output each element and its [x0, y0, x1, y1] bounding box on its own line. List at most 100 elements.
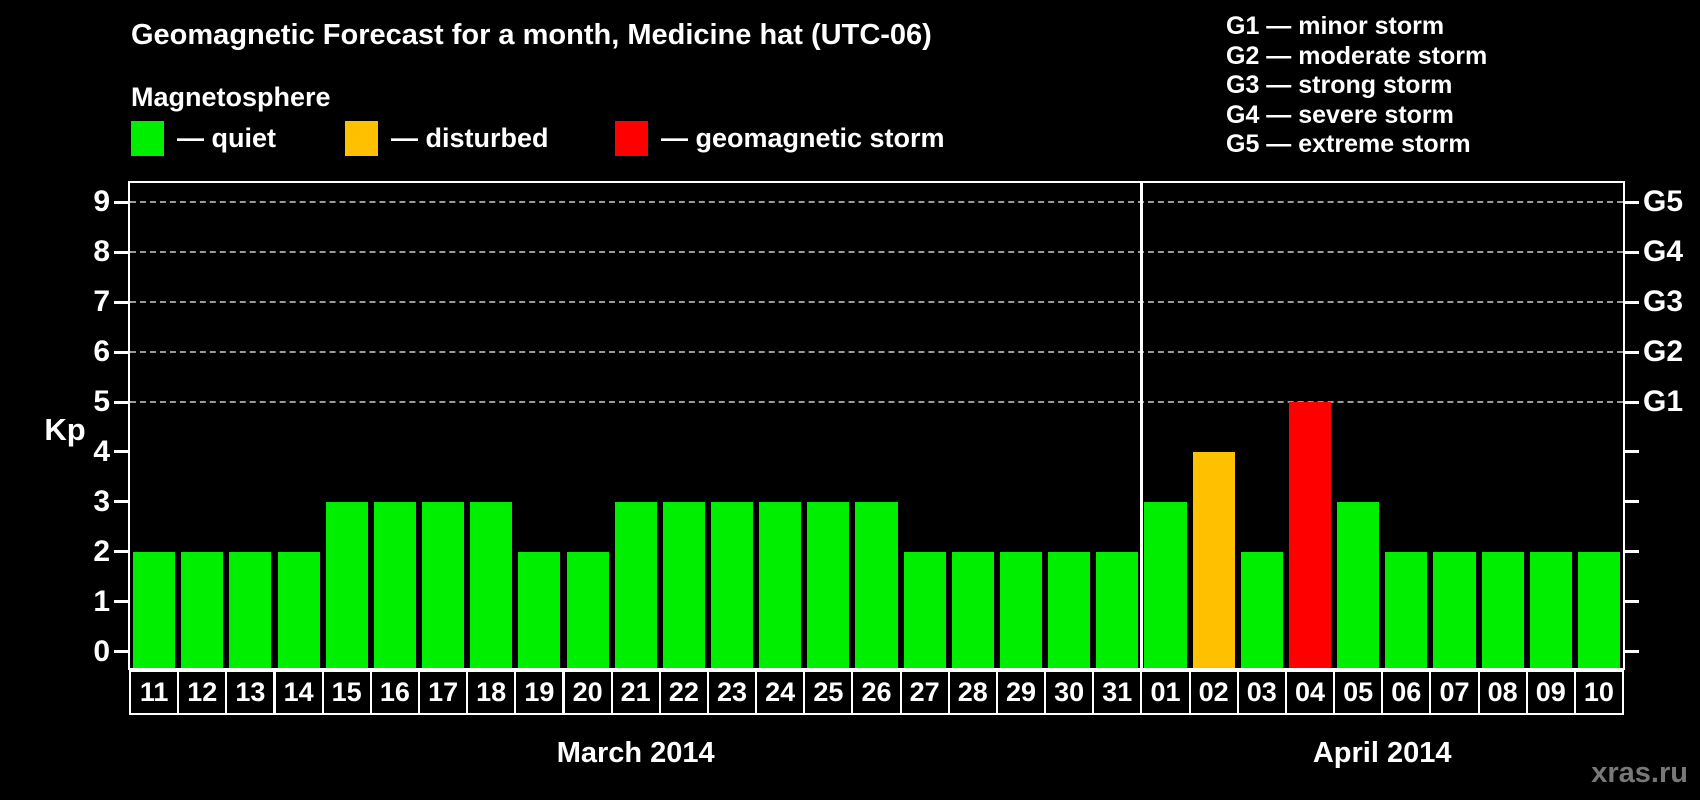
legend-label-quiet: — quiet [177, 122, 276, 153]
y-tick-label-6: 6 [93, 335, 110, 369]
kp-bar-day-29 [999, 551, 1043, 668]
day-label-21: 21 [610, 670, 661, 715]
day-label-29: 29 [995, 670, 1047, 715]
g-scale-label-G2: G2 [1643, 335, 1684, 369]
day-label-06: 06 [1381, 670, 1432, 715]
day-label-12: 12 [177, 670, 228, 715]
storm-scale-item-4: G4 — severe storm [1226, 100, 1454, 129]
storm-scale-item-2: G2 — moderate storm [1226, 41, 1488, 70]
plot-area [128, 181, 1625, 670]
legend-item-quiet: — quiet [131, 120, 276, 156]
month-label-0: March 2014 [556, 737, 715, 769]
grid-line-kp6 [130, 351, 1623, 354]
day-label-31: 31 [1092, 670, 1143, 715]
day-label-16: 16 [369, 670, 420, 715]
day-label-25: 25 [803, 670, 854, 715]
day-label-27: 27 [899, 670, 950, 715]
y-tick-label-8: 8 [93, 235, 110, 269]
day-label-26: 26 [851, 670, 902, 715]
day-label-19: 19 [514, 670, 565, 715]
kp-bar-day-09 [1529, 551, 1572, 668]
y-tick-right-2 [1625, 550, 1639, 554]
kp-bar-day-20 [566, 551, 609, 668]
y-tick-left-9 [114, 200, 128, 204]
legend-item-storm: — geomagnetic storm [615, 120, 945, 156]
magnetosphere-label: Magnetosphere [131, 82, 331, 112]
y-tick-right-6 [1625, 350, 1639, 354]
kp-bar-day-28 [951, 551, 994, 668]
kp-bar-day-31 [1096, 551, 1139, 668]
y-tick-left-4 [114, 450, 128, 454]
kp-bar-day-15 [325, 501, 368, 668]
day-label-22: 22 [658, 670, 709, 715]
day-label-03: 03 [1236, 670, 1287, 715]
y-tick-left-7 [114, 300, 128, 304]
day-label-10: 10 [1573, 670, 1624, 715]
kp-bar-day-01 [1144, 501, 1187, 668]
kp-bar-day-21 [614, 501, 657, 668]
day-label-11: 11 [129, 670, 180, 715]
y-tick-right-7 [1625, 300, 1639, 304]
y-tick-right-5 [1625, 400, 1639, 404]
day-label-23: 23 [706, 670, 758, 715]
watermark: xras.ru [1591, 757, 1688, 789]
day-label-15: 15 [321, 670, 372, 715]
day-label-01: 01 [1140, 670, 1191, 715]
g-scale-label-G3: G3 [1643, 285, 1684, 319]
day-label-08: 08 [1477, 670, 1528, 715]
y-tick-right-0 [1625, 650, 1639, 654]
y-tick-right-3 [1625, 500, 1639, 504]
y-tick-label-4: 4 [93, 434, 110, 468]
day-label-05: 05 [1333, 670, 1384, 715]
kp-bar-day-30 [1048, 551, 1091, 668]
day-label-04: 04 [1284, 670, 1336, 715]
y-tick-label-5: 5 [93, 385, 110, 419]
storm-scale-item-1: G1 — minor storm [1226, 12, 1445, 40]
y-axis-title: Kp [44, 412, 86, 447]
y-tick-label-0: 0 [93, 634, 110, 668]
quiet-color-swatch [131, 120, 164, 156]
y-tick-left-8 [114, 250, 128, 254]
kp-bar-day-08 [1481, 551, 1524, 668]
day-label-17: 17 [418, 670, 469, 715]
storm-scale-item-5: G5 — extreme storm [1226, 130, 1471, 158]
kp-bar-day-26 [855, 501, 898, 668]
month-label-1: April 2014 [1312, 737, 1452, 769]
y-tick-label-9: 9 [93, 185, 110, 219]
y-tick-right-8 [1625, 250, 1639, 254]
kp-bar-day-23 [710, 501, 754, 668]
day-label-07: 07 [1429, 670, 1480, 715]
kp-bar-day-07 [1433, 551, 1476, 668]
day-label-18: 18 [466, 670, 517, 715]
kp-bar-day-02 [1192, 452, 1235, 668]
page-title: Geomagnetic Forecast for a month, Medici… [131, 19, 932, 51]
kp-bar-day-25 [807, 501, 850, 668]
y-tick-left-6 [114, 350, 128, 354]
grid-line-kp7 [130, 301, 1623, 304]
kp-bar-day-18 [470, 501, 513, 668]
grid-line-kp8 [130, 251, 1623, 254]
y-tick-left-3 [114, 500, 128, 504]
storm-scale-item-3: G3 — strong storm [1226, 71, 1453, 99]
storm-color-swatch [615, 120, 648, 156]
kp-bar-day-10 [1577, 551, 1620, 668]
kp-bar-day-03 [1240, 551, 1283, 668]
day-label-02: 02 [1188, 670, 1239, 715]
legend-label-storm: — geomagnetic storm [661, 122, 945, 153]
y-tick-label-1: 1 [93, 584, 110, 618]
y-tick-right-1 [1625, 600, 1639, 604]
y-tick-left-5 [114, 400, 128, 404]
kp-bar-day-22 [662, 501, 705, 668]
disturbed-color-swatch [345, 120, 378, 156]
grid-line-kp5 [130, 401, 1623, 404]
y-tick-left-1 [114, 600, 128, 604]
kp-bar-day-05 [1337, 501, 1380, 668]
day-label-14: 14 [273, 670, 324, 715]
status-legend: — quiet — disturbed — geomagnetic storm [0, 120, 1100, 156]
y-tick-right-9 [1625, 200, 1639, 204]
month-separator [1140, 183, 1144, 668]
kp-bar-day-06 [1385, 551, 1428, 668]
kp-bar-day-17 [422, 501, 465, 668]
day-label-13: 13 [225, 670, 276, 715]
